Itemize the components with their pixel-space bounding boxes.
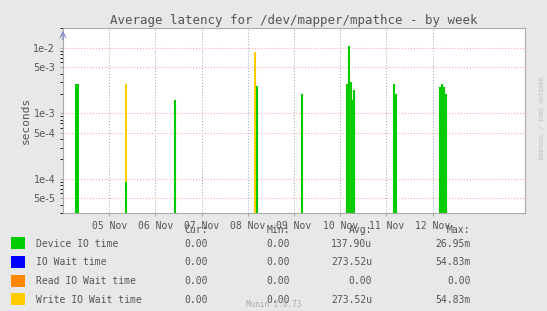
Text: Read IO Wait time: Read IO Wait time	[36, 276, 136, 286]
Text: 137.90u: 137.90u	[331, 239, 372, 249]
Text: Device IO time: Device IO time	[36, 239, 118, 249]
Title: Average latency for /dev/mapper/mpathce - by week: Average latency for /dev/mapper/mpathce …	[110, 14, 478, 27]
Text: 0.00: 0.00	[266, 295, 290, 305]
Text: 0.00: 0.00	[447, 276, 470, 286]
Text: Munin 2.0.73: Munin 2.0.73	[246, 300, 301, 309]
Text: 0.00: 0.00	[266, 276, 290, 286]
Text: IO Wait time: IO Wait time	[36, 258, 106, 267]
Text: Write IO Wait time: Write IO Wait time	[36, 295, 141, 305]
Text: 0.00: 0.00	[184, 295, 208, 305]
Text: 0.00: 0.00	[266, 258, 290, 267]
Bar	[11, 256, 25, 268]
Text: 0.00: 0.00	[184, 258, 208, 267]
Text: 54.83m: 54.83m	[435, 258, 470, 267]
Text: 0.00: 0.00	[348, 276, 372, 286]
Text: RRDTOOL / TOBI OETIKER: RRDTOOL / TOBI OETIKER	[539, 77, 544, 160]
Y-axis label: seconds: seconds	[20, 97, 31, 144]
Text: 0.00: 0.00	[266, 239, 290, 249]
Text: 26.95m: 26.95m	[435, 239, 470, 249]
Text: Max:: Max:	[447, 225, 470, 235]
Text: 273.52u: 273.52u	[331, 295, 372, 305]
Text: Avg:: Avg:	[348, 225, 372, 235]
Text: 54.83m: 54.83m	[435, 295, 470, 305]
Text: 0.00: 0.00	[184, 239, 208, 249]
Text: Cur:: Cur:	[184, 225, 208, 235]
Bar	[11, 275, 25, 287]
Text: 0.00: 0.00	[184, 276, 208, 286]
Text: Min:: Min:	[266, 225, 290, 235]
Bar	[11, 293, 25, 305]
Bar	[11, 237, 25, 249]
Text: 273.52u: 273.52u	[331, 258, 372, 267]
